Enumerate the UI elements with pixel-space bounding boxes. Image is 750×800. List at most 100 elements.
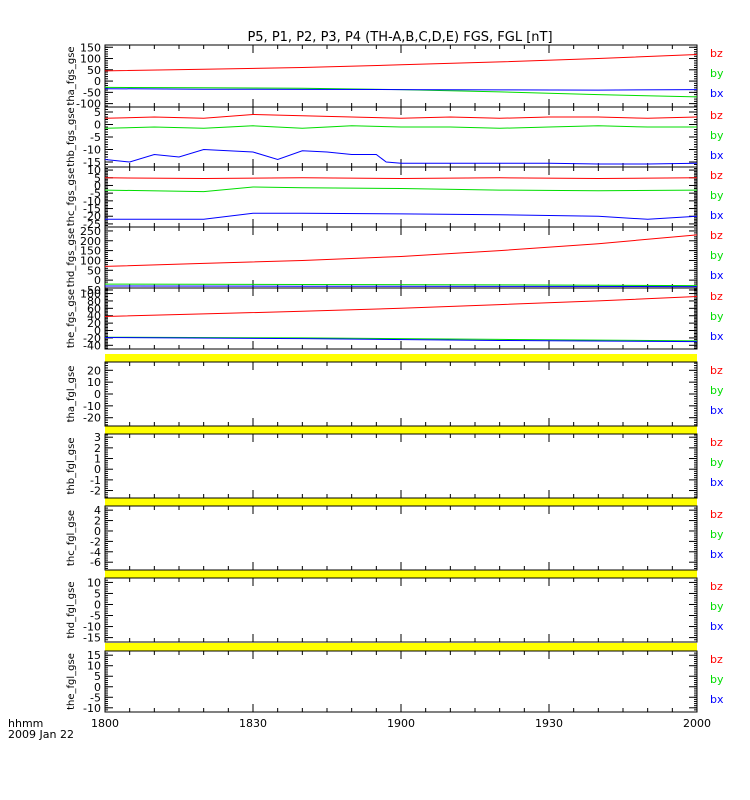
y-tick-label: 10 [87, 576, 101, 589]
series-line-by [104, 125, 697, 129]
panel-1: 50-5-10-15 thb_fgs_gse bz by bx [66, 106, 724, 169]
legend-by: by [710, 129, 724, 142]
series-line-bx [104, 88, 698, 91]
panel-frame-0 [104, 44, 698, 108]
y-tick-label: -50 [83, 284, 101, 297]
legend-by: by [710, 528, 724, 541]
x-axis: 1800 1830 1900 1930 2000 [91, 717, 711, 730]
y-tick-label: -5 [90, 131, 101, 144]
footer-date-label: 2009 Jan 22 [8, 728, 74, 741]
y-tick-label: -10 [83, 702, 101, 715]
y-tick-label: 2 [94, 442, 101, 455]
y-axis-label: thc_fgl_gse [66, 510, 77, 566]
panel-frame-6 [104, 433, 698, 499]
y-tick-label: 0 [94, 388, 101, 401]
legend-bz: bz [710, 47, 723, 60]
y-tick-label: 100 [80, 254, 101, 267]
series-line-bx [104, 148, 698, 165]
y-tick-label: 1 [94, 453, 101, 466]
data-gap-band-3 [105, 570, 697, 578]
legend-bz: bz [710, 169, 723, 182]
panel-frame-8 [104, 577, 698, 643]
y-axis-label: the_fgs_gse [66, 289, 77, 348]
y-tick-label: -15 [83, 203, 101, 216]
y-tick-label: 5 [94, 172, 101, 185]
y-tick-label: 3 [94, 431, 101, 444]
legend-bx: bx [710, 330, 724, 343]
legend-by: by [710, 67, 724, 80]
y-tick-label: -40 [83, 339, 101, 352]
data-gap-band-4 [105, 643, 697, 651]
data-gap-band-0 [105, 354, 697, 362]
y-tick-label: 50 [87, 64, 101, 77]
y-tick-label: -20 [83, 210, 101, 223]
y-tick-label: 250 [80, 225, 101, 238]
y-tick-label: -10 [83, 400, 101, 413]
y-tick-label: -20 [83, 332, 101, 345]
panel-frame-1 [104, 106, 698, 168]
series-line-bz [104, 113, 698, 119]
legend-bz: bz [710, 580, 723, 593]
legend-bx: bx [710, 149, 724, 162]
legend-bz: bz [710, 364, 723, 377]
y-tick-label: 50 [87, 264, 101, 277]
y-tick-label: 5 [94, 106, 101, 119]
y-tick-label: 10 [87, 376, 101, 389]
legend-by: by [710, 249, 724, 262]
y-tick-label: -10 [83, 195, 101, 208]
y-tick-label: -10 [83, 144, 101, 157]
y-tick-label: -20 [83, 412, 101, 425]
series-line-bz [104, 54, 698, 72]
y-tick-label: 150 [80, 245, 101, 258]
y-axis-label: the_fgl_gse [66, 653, 77, 710]
x-tick-label: 2000 [683, 717, 711, 730]
y-tick-label: 4 [94, 504, 101, 517]
y-tick-label: -15 [83, 156, 101, 169]
panel-frame-7 [104, 505, 698, 571]
legend-bx: bx [710, 693, 724, 706]
y-tick-label: -2 [90, 535, 101, 548]
y-tick-label: 20 [87, 317, 101, 330]
series-line-by [104, 186, 698, 193]
legend-bz: bz [710, 109, 723, 122]
panel-frame-3 [104, 226, 698, 289]
y-tick-label: -1 [90, 474, 101, 487]
y-tick-label: -15 [83, 632, 101, 645]
series-line-bx [104, 337, 698, 343]
series-line-by [104, 283, 698, 287]
series-line-bx [104, 285, 698, 288]
y-tick-label: 10 [87, 660, 101, 673]
y-tick-label: 0 [94, 119, 101, 132]
y-tick-label: 5 [94, 670, 101, 683]
legend-bx: bx [710, 404, 724, 417]
chart-title: P5, P1, P2, P3, P4 (TH-A,B,C,D,E) FGS, F… [247, 30, 552, 45]
series-line-bx [105, 212, 698, 220]
y-tick-label: -5 [90, 610, 101, 623]
y-tick-label: 100 [80, 288, 101, 301]
legend-bx: bx [710, 476, 724, 489]
y-tick-label: 0 [94, 325, 101, 338]
y-tick-label: -50 [83, 86, 101, 99]
data-gap-band-1 [105, 426, 697, 434]
x-tick-label: 1830 [239, 717, 267, 730]
x-tick-label: 1800 [91, 717, 119, 730]
y-axis-label: thc_fgs_gse [66, 168, 77, 227]
legend-by: by [710, 189, 724, 202]
legend-bx: bx [710, 548, 724, 561]
y-axis-label: thd_fgl_gse [66, 582, 77, 639]
legend-by: by [710, 384, 724, 397]
x-tick-label: 1900 [387, 717, 415, 730]
legend-bx: bx [710, 87, 724, 100]
y-tick-label: 2 [94, 515, 101, 528]
y-axis-label: tha_fgs_gse [66, 46, 77, 105]
y-tick-label: 0 [94, 463, 101, 476]
legend-by: by [710, 456, 724, 469]
y-tick-label: -25 [83, 218, 101, 231]
y-tick-label: 10 [87, 164, 101, 177]
